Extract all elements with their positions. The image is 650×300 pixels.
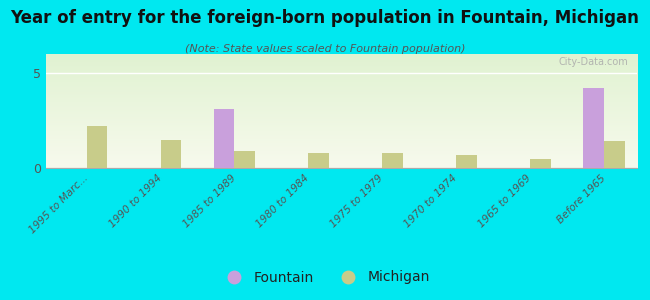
Bar [382,153,403,168]
Text: City-Data.com: City-Data.com [558,57,628,68]
Legend: Fountain, Michigan: Fountain, Michigan [214,265,436,290]
Bar [604,141,625,168]
Text: Year of entry for the foreign-born population in Fountain, Michigan: Year of entry for the foreign-born popul… [10,9,640,27]
Bar [530,158,551,168]
Bar [86,126,107,168]
Bar [161,140,181,168]
Bar [456,155,477,168]
Bar [584,88,604,168]
Text: (Note: State values scaled to Fountain population): (Note: State values scaled to Fountain p… [185,44,465,53]
Bar [235,151,255,168]
Bar [214,109,235,168]
Bar [308,153,329,168]
